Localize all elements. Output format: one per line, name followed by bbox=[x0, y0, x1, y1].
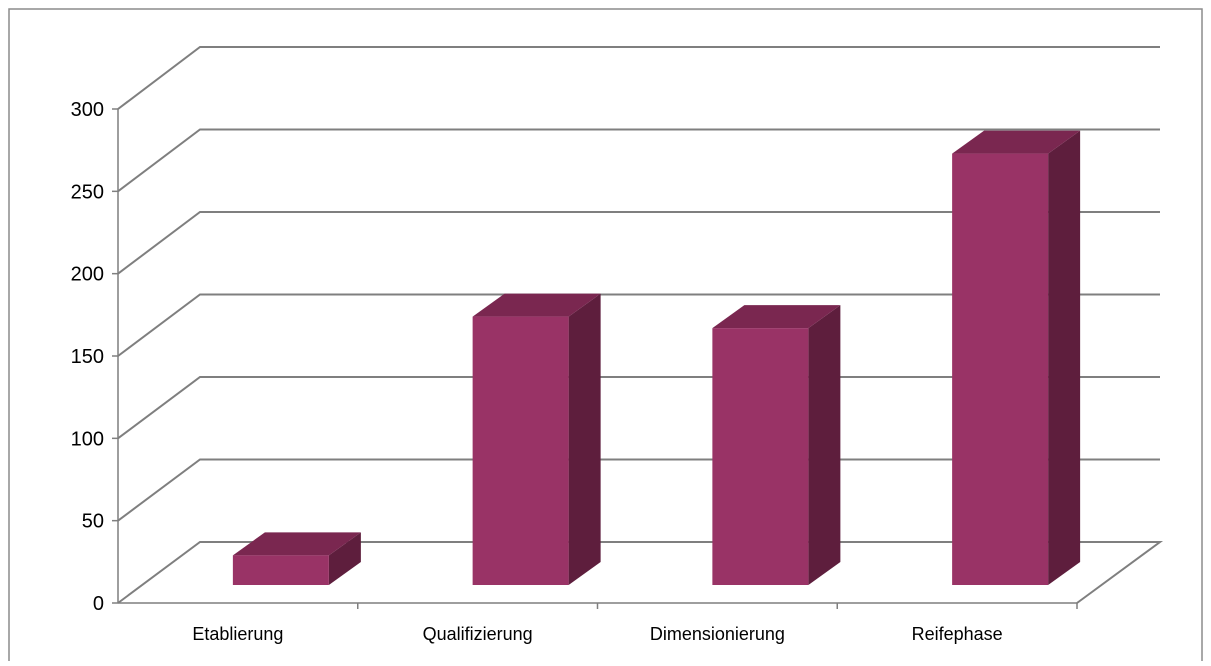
bar-qualifizierung bbox=[472, 293, 601, 585]
y-tick-label: 50 bbox=[82, 511, 104, 533]
y-axis-ticks: 0 50 100 150 200 250 300 bbox=[71, 99, 104, 615]
bar-top bbox=[232, 532, 361, 556]
bar-side bbox=[568, 293, 601, 585]
bar-front bbox=[472, 316, 569, 585]
y-tick-label: 250 bbox=[71, 181, 104, 203]
bar-front bbox=[952, 153, 1049, 585]
gridlines bbox=[117, 46, 1164, 604]
floor-outline bbox=[117, 541, 1164, 604]
x-tick-label: Reifephase bbox=[912, 624, 1003, 644]
y-tick-label: 0 bbox=[93, 593, 104, 615]
bar-top bbox=[712, 305, 841, 329]
bar-front bbox=[712, 328, 809, 585]
gridline-200 bbox=[117, 211, 1160, 275]
gridline-150 bbox=[117, 293, 1160, 357]
y-tick-label: 300 bbox=[71, 99, 104, 121]
gridline-300 bbox=[117, 46, 1160, 110]
x-tick-label: Dimensionierung bbox=[650, 624, 785, 644]
gridline-250 bbox=[117, 128, 1160, 193]
x-tick-label: Etablierung bbox=[192, 624, 283, 644]
bar-reifephase bbox=[952, 130, 1081, 585]
bar-side bbox=[808, 305, 841, 585]
x-tick-label: Qualifizierung bbox=[423, 624, 533, 644]
bar-top bbox=[472, 293, 601, 317]
bars bbox=[232, 130, 1081, 585]
bar-etablierung bbox=[232, 532, 361, 585]
y-tick-label: 150 bbox=[71, 346, 104, 368]
x-axis-ticks: Etablierung Qualifizierung Dimensionierung… bbox=[192, 624, 1002, 644]
y-tick-label: 200 bbox=[71, 264, 104, 286]
bar-side bbox=[328, 532, 361, 585]
y-tick-label: 100 bbox=[71, 428, 104, 450]
bar-front bbox=[232, 555, 329, 585]
axes bbox=[112, 108, 1078, 609]
bar-dimensionierung bbox=[712, 305, 841, 585]
bar-top bbox=[952, 130, 1081, 154]
bar-side bbox=[1048, 130, 1081, 585]
